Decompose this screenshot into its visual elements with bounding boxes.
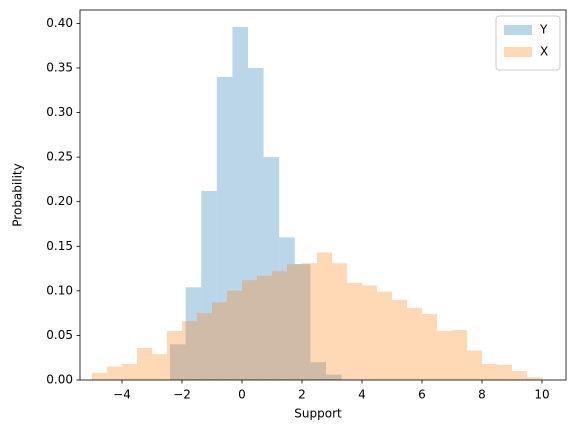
- x-tick-label: 2: [298, 388, 306, 402]
- x-tick-label: 0: [238, 388, 246, 402]
- x-axis-label: Support: [294, 407, 342, 421]
- bar: [137, 347, 152, 380]
- legend-swatch: [504, 47, 532, 57]
- bar: [257, 275, 272, 380]
- bar: [170, 344, 186, 380]
- bar: [242, 280, 257, 380]
- legend-swatch: [504, 25, 532, 35]
- bar: [212, 302, 227, 380]
- x-tick-label: 6: [418, 388, 426, 402]
- bar: [182, 321, 197, 380]
- bar: [422, 314, 437, 380]
- bar: [407, 307, 422, 380]
- bar: [263, 157, 280, 380]
- bar: [347, 282, 362, 380]
- bar: [377, 291, 392, 380]
- y-tick-label: 0.30: [46, 105, 73, 119]
- bar: [497, 364, 512, 380]
- x-tick-label: 4: [358, 388, 366, 402]
- bar: [272, 271, 287, 380]
- bar: [197, 313, 212, 380]
- y-tick-label: 0.20: [46, 194, 73, 208]
- bar: [167, 330, 182, 380]
- bar: [227, 290, 242, 380]
- x-tick-label: −4: [113, 388, 131, 402]
- bar: [287, 264, 302, 380]
- y-axis-label: Probability: [11, 163, 25, 226]
- bar: [294, 264, 311, 380]
- bar: [279, 237, 295, 380]
- y-tick-label: 0.10: [46, 283, 73, 297]
- bar: [122, 363, 137, 380]
- bar: [310, 362, 326, 380]
- bar: [527, 377, 542, 380]
- bar: [326, 374, 342, 380]
- bar: [232, 26, 248, 380]
- y-tick-label: 0.05: [46, 328, 73, 342]
- bar: [452, 330, 467, 380]
- bar: [152, 354, 167, 380]
- bar: [392, 299, 407, 380]
- bar: [512, 371, 527, 380]
- y-tick-label: 0.40: [46, 16, 73, 30]
- x-tick-label: −2: [173, 388, 191, 402]
- bar: [92, 372, 107, 380]
- bar: [201, 190, 217, 380]
- x-tick-label: 10: [534, 388, 549, 402]
- bar: [467, 350, 482, 380]
- legend-box: [495, 15, 561, 71]
- bar: [216, 76, 233, 381]
- legend-label: Y: [539, 23, 548, 37]
- bar: [362, 285, 377, 380]
- x-tick-label: 8: [478, 388, 486, 402]
- bar: [107, 366, 122, 380]
- bar: [185, 287, 202, 380]
- bar: [332, 263, 347, 380]
- bar: [437, 330, 452, 380]
- y-tick-label: 0.35: [46, 60, 73, 74]
- bar: [317, 252, 332, 380]
- y-tick-label: 0.25: [46, 150, 73, 164]
- legend-label: X: [540, 45, 548, 59]
- bar: [302, 263, 317, 380]
- bar: [482, 363, 497, 380]
- bar: [248, 67, 264, 380]
- y-tick-label: 0.15: [46, 239, 73, 253]
- plot-frame: [79, 9, 567, 381]
- y-tick-label: 0.00: [46, 373, 73, 387]
